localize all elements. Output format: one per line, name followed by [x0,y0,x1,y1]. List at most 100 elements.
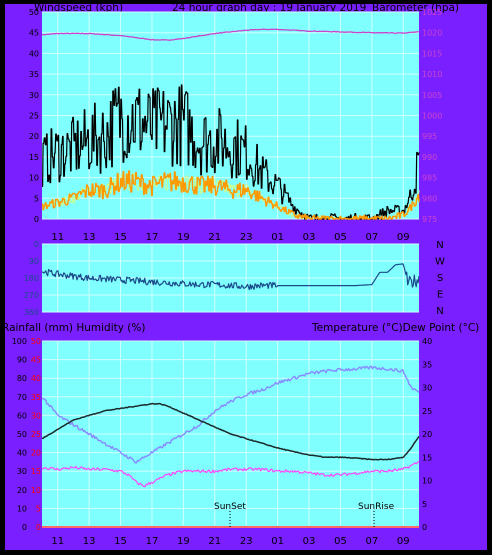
rainfall-humidity-axis-label: Rainfall (mm) Humidity (%) [2,322,145,334]
x-tick-label: 09 [397,232,410,243]
humidity-tick-label: 0 [22,523,27,532]
barometer-tick-label: 985 [422,174,437,183]
x-tick-label: 05 [334,232,347,243]
rainfall-tick-label: 25 [31,430,41,439]
sunrise-label: SunRise [358,502,395,512]
x-tick-label: 01 [271,232,284,243]
temperature-tick-label: 10 [422,477,432,486]
temperature-tick-label: 40 [422,337,432,346]
x-tick-label: 21 [208,232,221,243]
rainfall-tick-label: 45 [31,356,41,365]
temperature-tick-label: 25 [422,407,432,416]
rainfall-tick-label: 20 [31,449,41,458]
temperature-line [41,402,420,461]
x-tick-label: 13 [83,536,96,547]
rainfall-tick-label: 10 [31,486,41,495]
rainfall-tick-label: 30 [31,411,41,420]
compass-label: S [437,273,443,284]
graph-title: 24 hour graph day : 19 January 2019 [172,2,366,14]
windspeed-axis-label: Windspeed (kph) [34,2,123,14]
windspeed-tick-label: 20 [29,132,39,141]
windspeed-tick-label: 25 [29,112,39,121]
barometer-tick-label: 995 [422,132,437,141]
rainfall-tick-label: 50 [31,337,41,346]
barometer-tick-label: 1000 [422,112,442,121]
rainfall-tick-label: 15 [31,467,41,476]
x-tick-label: 01 [271,536,284,547]
compass-label: N [436,306,443,317]
windspeed-tick-label: 5 [34,194,39,203]
humidity-tick-label: 50 [17,430,27,439]
rainfall-tick-label: 0 [36,523,41,532]
x-tick-label: 07 [366,232,379,243]
x-tick-label: 11 [51,232,64,243]
wind-average-line [41,170,420,220]
direction-degree-label: 180 [24,274,39,283]
barometer-tick-label: 1025 [422,8,442,17]
humidity-tick-label: 20 [17,486,27,495]
rainfall-tick-label: 40 [31,374,41,383]
rainfall-tick-label: 35 [31,393,41,402]
humidity-tick-label: 90 [17,356,27,365]
humidity-tick-label: 10 [17,504,27,513]
x-tick-label: 13 [83,232,96,243]
sunset-label: SunSet [214,502,246,512]
temperature-tick-label: 30 [422,384,432,393]
windspeed-tick-label: 30 [29,91,39,100]
windspeed-tick-label: 10 [29,174,39,183]
compass-label: W [435,257,445,268]
barometer-tick-label: 1020 [422,29,442,38]
wind-direction-line [42,263,420,291]
windspeed-tick-label: 50 [29,8,39,17]
barometer-line [41,28,420,41]
direction-degree-label: 90 [29,257,39,266]
x-tick-label: 17 [146,232,159,243]
x-tick-label: 07 [366,536,379,547]
windspeed-tick-label: 0 [34,215,39,224]
temperature-tick-label: 15 [422,453,432,462]
barometer-tick-label: 1005 [422,91,442,100]
direction-degree-label: 270 [24,291,39,300]
barometer-tick-label: 1010 [422,70,442,79]
x-tick-label: 23 [240,536,253,547]
temperature-tick-label: 20 [422,430,432,439]
windspeed-tick-label: 45 [29,29,39,38]
humidity-tick-label: 80 [17,374,27,383]
barometer-tick-label: 1015 [422,49,442,58]
temperature-tick-label: 5 [422,500,427,509]
barometer-axis-label: Barometer (hpa) [372,2,459,14]
compass-label: E [437,290,443,301]
rainfall-tick-label: 5 [36,504,41,513]
barometer-tick-label: 975 [422,215,437,224]
temperature-dewpoint-axis-label: Temperature (°C)Dew Point (°C) [311,322,479,334]
humidity-tick-label: 30 [17,467,27,476]
temperature-tick-label: 35 [422,360,432,369]
x-tick-label: 03 [303,536,316,547]
temperature-tick-label: 0 [422,523,427,532]
humidity-tick-label: 40 [17,449,27,458]
x-tick-label: 19 [177,232,190,243]
humidity-tick-label: 70 [17,393,27,402]
x-tick-label: 17 [146,536,159,547]
windspeed-tick-label: 40 [29,49,39,58]
x-tick-label: 09 [397,536,410,547]
x-tick-label: 15 [114,232,127,243]
humidity-tick-label: 60 [17,411,27,420]
humidity-tick-label: 100 [12,337,27,346]
barometer-tick-label: 990 [422,153,437,162]
x-tick-label: 19 [177,536,190,547]
x-tick-label: 05 [334,536,347,547]
compass-label: N [436,240,443,251]
x-tick-label: 03 [303,232,316,243]
x-tick-label: 11 [51,536,64,547]
dew-point-line [41,365,420,464]
x-tick-label: 15 [114,536,127,547]
barometer-tick-label: 980 [422,194,437,203]
x-tick-label: 21 [208,536,221,547]
direction-degree-label: 360 [24,308,39,317]
x-tick-label: 23 [240,232,253,243]
windspeed-tick-label: 35 [29,70,39,79]
windspeed-tick-label: 15 [29,153,39,162]
humidity-line [41,460,420,488]
